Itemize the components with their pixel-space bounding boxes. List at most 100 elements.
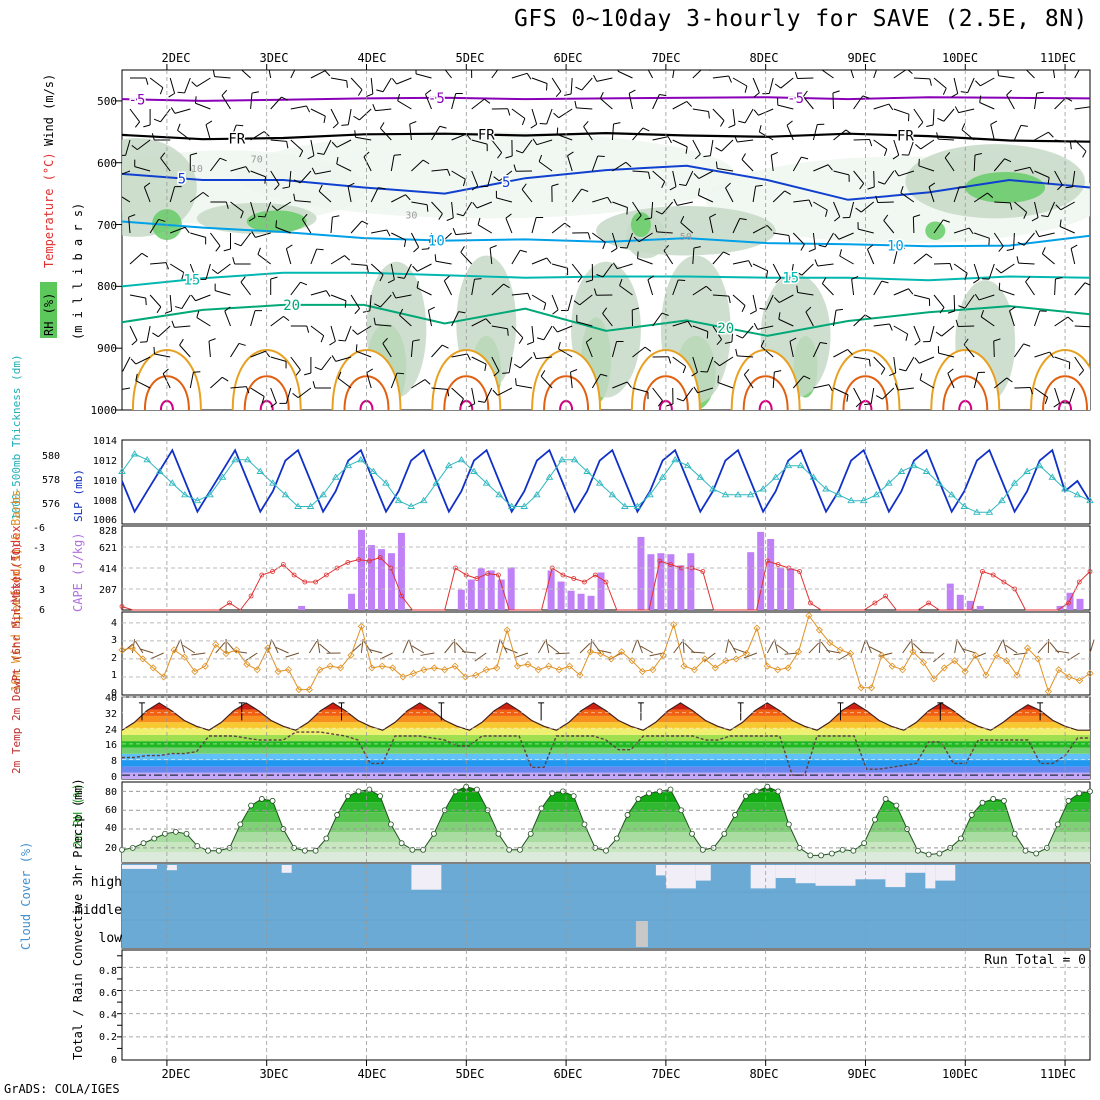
wind10m-barb [995,640,1003,654]
lifted-index-point [603,579,609,585]
wind-barb [612,381,628,389]
isotherm-line [121,271,1091,288]
wind-barb-flag [270,402,277,408]
wind-barb [709,217,714,234]
rh2m-band [122,812,1090,823]
wind-barb [431,126,441,141]
wind-barb-flag [620,246,628,249]
wind-barb [752,294,757,311]
wind-barb-flag [889,323,893,331]
wind10m-speed-point [701,655,709,663]
wind-barb [732,108,736,125]
thickness-point [771,473,780,480]
rh2m-point [613,835,620,842]
wind-barb [583,126,593,141]
wind-barb [944,157,955,172]
wind-barb [650,201,654,218]
wind-barb [270,387,277,404]
rh-moist-region [965,172,1046,203]
wind-barb [947,373,955,389]
wind-barb [884,170,895,185]
wind-barb-flag [600,373,608,377]
li-tick-label: 6 [39,605,45,616]
wind10m-speed-point [847,649,855,658]
wind-barb-flag [152,332,159,338]
wind-barb [1034,387,1048,398]
wind-barb-flag [1017,241,1025,246]
wind-barb [460,251,473,265]
wind-barb [1023,232,1035,246]
wind-barb-flag [894,169,900,177]
wind-barb-flag [323,115,326,123]
wind-barb [760,346,774,358]
wind-barb-flag [944,152,951,159]
wind-barb-flag [135,373,138,381]
wind-barb-flag [151,133,155,141]
wind-barb [1071,170,1076,187]
wind-barb-flag [808,199,813,207]
wind-barb [825,232,834,248]
temp2m-line [121,702,1090,731]
temp2m-band [122,722,1090,729]
thickness-point [595,479,604,486]
wind-barb-flag [973,278,980,284]
wind-barb [230,343,240,358]
boundary-layer-arc-inner [143,375,190,410]
wind-barb [928,186,935,203]
wind-barb [893,139,900,156]
wind-barb [189,372,194,389]
high-cloud-gap [925,865,936,889]
rh2m-point [990,796,997,802]
wind10m-speed-point [586,648,594,656]
cape-bar [677,565,685,610]
wind-barb-flag [111,171,115,177]
wind-barb [1013,343,1024,358]
wind-barb [395,294,412,299]
wind-barb [1074,356,1085,371]
wind-barb [370,187,379,203]
wind-barb [410,341,414,358]
wind-barb [350,77,363,91]
lifted-index-point [291,572,297,578]
cape-bar [667,554,675,610]
wind-barb-flag [725,182,731,189]
wind-barb [953,294,956,312]
rh2m-point [689,830,695,837]
wind-barb-flag [474,278,482,280]
wind-barb-flag [786,120,793,126]
wind-barb [853,356,870,360]
wind-barb-flag [1041,215,1049,218]
wind-barb [330,294,347,302]
wind-barb-flag [505,155,513,159]
wind-barb-flag [573,300,580,306]
wind-barb [1014,386,1031,389]
wind-barb [471,318,487,327]
wind-barb-flag [1082,64,1089,66]
wind-barb [558,108,573,119]
wind10m-barb [1005,644,1018,654]
wind-barb [725,187,734,203]
wind10m-speed-point [951,657,959,665]
wind-barb [250,131,265,141]
wind-barb-flag [270,276,278,280]
wind-barb-flag [1029,167,1034,174]
wind-barb [487,170,493,187]
grads-credit: GrADS: COLA/IGES [4,1082,120,1096]
wind10m-tick-label: 1 [111,670,117,681]
wind-barb [652,94,660,110]
wind10m-barb [545,639,550,654]
wind-barb-flag [693,173,700,179]
high-cloud-gap [281,865,292,873]
wind-barb [611,124,615,141]
wind-barb [330,217,333,234]
wind-barb [833,170,850,176]
wind-barb [330,255,345,265]
wind10m-speed-point [1023,644,1032,652]
wind-barb [1000,263,1015,274]
wind-barb [347,186,352,203]
lifted-index-point [366,558,372,564]
wind-barb [599,98,613,110]
wind-barb [411,379,426,389]
wind-barb-flag [300,281,308,286]
wind-barb [712,251,724,265]
